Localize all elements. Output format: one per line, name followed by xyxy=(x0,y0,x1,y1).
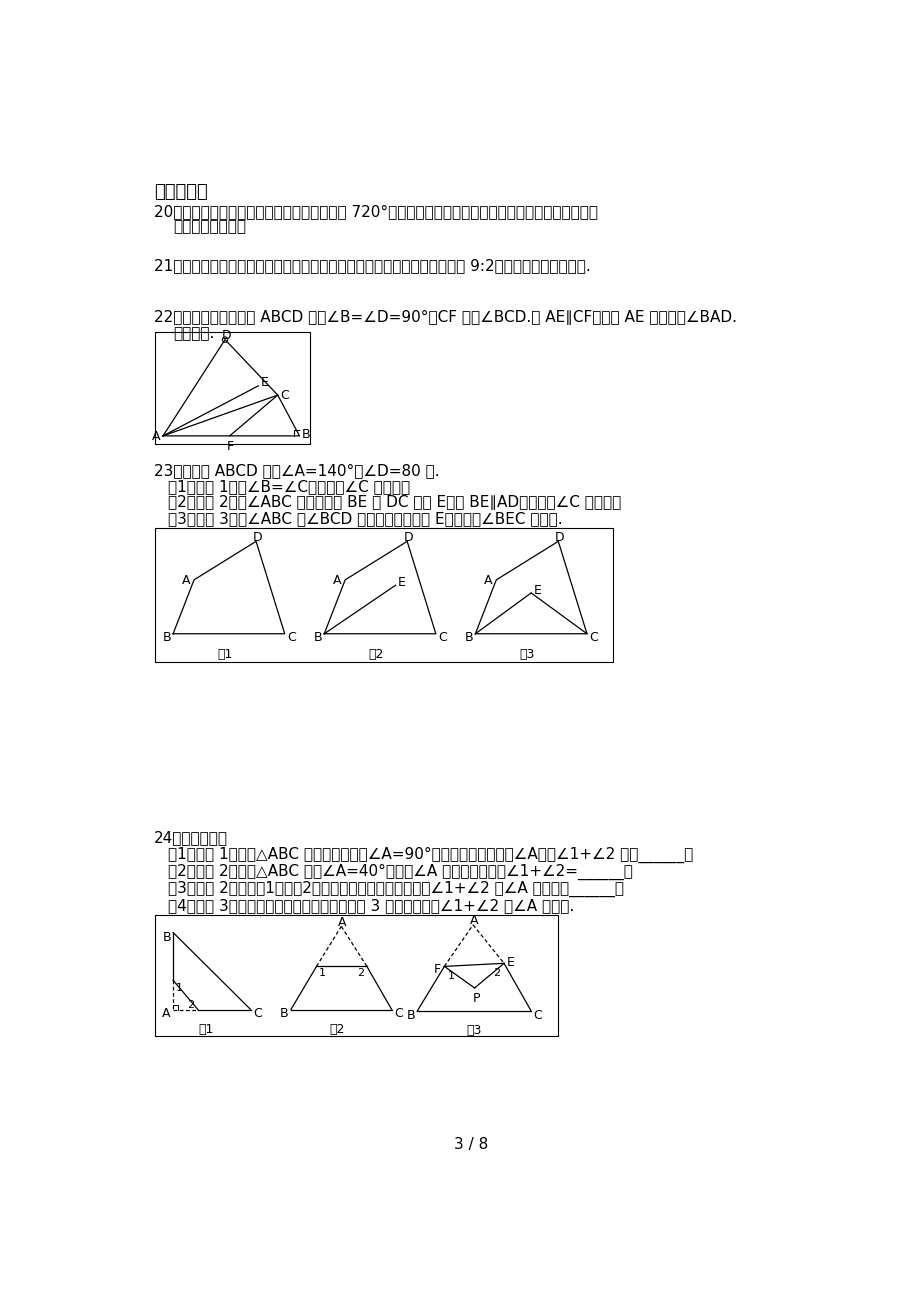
Bar xyxy=(155,528,612,662)
Text: F: F xyxy=(226,439,233,452)
Text: C: C xyxy=(279,388,289,401)
Text: （3）如图 3，若∠ABC 和∠BCD 的角平分线交于点 E，试求出∠BEC 的度数.: （3）如图 3，若∠ABC 和∠BCD 的角平分线交于点 E，试求出∠BEC 的… xyxy=(167,511,562,526)
Text: 三、解答题: 三、解答题 xyxy=(153,184,208,201)
Text: A: A xyxy=(333,575,341,588)
Text: E: E xyxy=(505,955,514,968)
Text: 2: 2 xyxy=(357,968,364,979)
Text: B: B xyxy=(279,1007,289,1020)
Text: A: A xyxy=(470,913,478,926)
Text: A: A xyxy=(181,575,190,588)
Bar xyxy=(155,915,558,1036)
Text: 图3: 图3 xyxy=(466,1024,482,1037)
Text: 图1: 图1 xyxy=(217,649,233,662)
Text: C: C xyxy=(533,1009,541,1022)
Text: 1: 1 xyxy=(447,971,454,981)
Text: C: C xyxy=(253,1007,261,1020)
Text: 图1: 图1 xyxy=(198,1023,213,1036)
Text: A: A xyxy=(338,916,346,929)
Text: B: B xyxy=(313,632,322,645)
Text: D: D xyxy=(253,530,262,543)
Text: C: C xyxy=(437,632,447,645)
Text: B: B xyxy=(464,632,472,645)
Text: B: B xyxy=(162,930,171,943)
Text: （2）如图 2，若∠ABC 的角平分线 BE 交 DC 于点 E，且 BE∥AD，试求出∠C 的度数；: （2）如图 2，若∠ABC 的角平分线 BE 交 DC 于点 E，且 BE∥AD… xyxy=(167,495,620,511)
Bar xyxy=(155,332,310,443)
Text: （1）如图 1，若∠B=∠C，试求出∠C 的度数；: （1）如图 1，若∠B=∠C，试求出∠C 的度数； xyxy=(167,480,409,494)
Text: F: F xyxy=(433,963,440,976)
Text: D: D xyxy=(554,530,564,543)
Text: 2: 2 xyxy=(493,968,500,979)
Text: B: B xyxy=(162,632,171,645)
Text: B: B xyxy=(406,1009,414,1022)
Text: （4）如图 3，若没有剪掉，而是把它折成如图 3 形状，试探究∠1+∠2 与∠A 的关系.: （4）如图 3，若没有剪掉，而是把它折成如图 3 形状，试探究∠1+∠2 与∠A… xyxy=(167,898,573,913)
Text: A: A xyxy=(162,1007,171,1020)
Text: 1: 1 xyxy=(176,982,183,993)
Text: E: E xyxy=(397,576,405,589)
Text: 20、一个多边形的内角和比四边形的内角和多 720°，并且这个多边形的各内角都相等，这个多边形的每: 20、一个多边形的内角和比四边形的内角和多 720°，并且这个多边形的各内角都相… xyxy=(153,205,597,219)
Text: A: A xyxy=(483,575,492,588)
Text: 21、已知一个多边形的每一个外角都相等，一个内角与个外角的度数之比为 9:2，求这个多边形的边数.: 21、已知一个多边形的每一个外角都相等，一个内角与个外角的度数之比为 9:2，求… xyxy=(153,258,590,274)
Text: 图2: 图2 xyxy=(329,1023,345,1036)
Text: E: E xyxy=(533,584,540,597)
Text: （1）如图 1，已知△ABC 为直角三角形，∠A=90°，若沿图中虚线剪去∠A，则∠1+∠2 等于______；: （1）如图 1，已知△ABC 为直角三角形，∠A=90°，若沿图中虚线剪去∠A，… xyxy=(167,847,692,864)
Text: E: E xyxy=(260,375,268,388)
Text: 23、四边形 ABCD 中，∠A=140°，∠D=80 度.: 23、四边形 ABCD 中，∠A=140°，∠D=80 度. xyxy=(153,463,439,478)
Text: 图2: 图2 xyxy=(368,649,383,662)
Text: C: C xyxy=(287,632,296,645)
Text: A: A xyxy=(152,430,161,443)
Text: （3）如图 2，根据（1）与（2）的求解过程，请你归纳猜想∠1+∠2 与∠A 的关系是______；: （3）如图 2，根据（1）与（2）的求解过程，请你归纳猜想∠1+∠2 与∠A 的… xyxy=(167,881,623,898)
Text: D: D xyxy=(403,530,414,543)
Text: （2）如图 2，已知△ABC 中，∠A=40°，剪去∠A 后成四边形，则∠1+∠2=______；: （2）如图 2，已知△ABC 中，∠A=40°，剪去∠A 后成四边形，则∠1+∠… xyxy=(167,864,632,881)
Text: 22、如图所示，四边形 ABCD 中，∠B=∠D=90°，CF 平分∠BCD.若 AE∥CF，判定 AE 是否平分∠BAD.: 22、如图所示，四边形 ABCD 中，∠B=∠D=90°，CF 平分∠BCD.若… xyxy=(153,310,736,326)
Text: C: C xyxy=(393,1007,403,1020)
Text: P: P xyxy=(471,992,479,1005)
Text: C: C xyxy=(589,632,597,645)
Text: D: D xyxy=(221,328,232,341)
Text: 说明理由.: 说明理由. xyxy=(173,326,214,341)
Text: B: B xyxy=(301,429,310,442)
Text: 个内角是多少度？: 个内角是多少度？ xyxy=(173,219,246,235)
Text: 24、探索归纳：: 24、探索归纳： xyxy=(153,830,228,846)
Text: 1: 1 xyxy=(319,968,325,979)
Text: 2: 2 xyxy=(187,1001,194,1010)
Text: 3 / 8: 3 / 8 xyxy=(454,1136,488,1152)
Text: 图3: 图3 xyxy=(519,649,534,662)
